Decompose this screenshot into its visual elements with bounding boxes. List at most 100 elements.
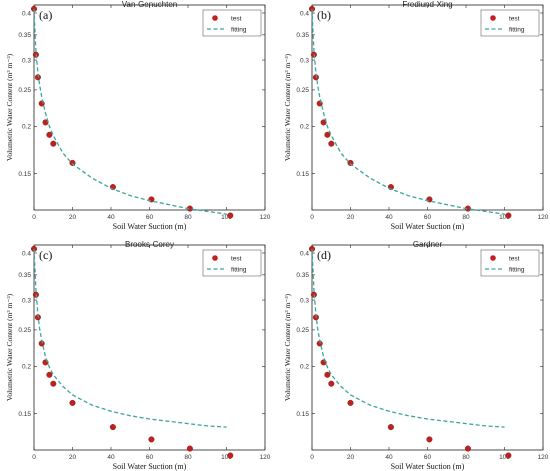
x-tick-label: 80	[462, 214, 470, 221]
data-point-test	[186, 445, 193, 452]
y-tick-label: 0.3	[22, 57, 31, 64]
chart-title: Brooks-Corey	[125, 240, 174, 249]
x-tick-label: 120	[538, 454, 549, 461]
data-point-test	[227, 452, 234, 459]
data-point-test	[320, 119, 327, 126]
y-axis-label: Volumetric Water Content (m³ m⁻³)	[5, 53, 14, 161]
legend-box	[202, 9, 262, 37]
y-tick-label: 0.2	[22, 364, 31, 371]
data-point-test	[46, 131, 53, 138]
x-tick-label: 40	[107, 214, 115, 221]
chart-title: Gardner	[413, 240, 443, 249]
data-point-test	[347, 399, 354, 406]
data-point-test	[426, 196, 433, 203]
x-tick-label: 20	[69, 214, 77, 221]
x-tick-label: 0	[32, 214, 36, 221]
y-tick-label: 0.3	[300, 297, 309, 304]
x-tick-label: 20	[347, 214, 355, 221]
x-tick-label: 100	[499, 454, 510, 461]
x-tick-label: 80	[184, 214, 192, 221]
x-tick-label: 60	[146, 214, 154, 221]
data-point-test	[324, 131, 331, 138]
y-axis-label: Volumetric Water Content (m³ m⁻³)	[283, 53, 292, 161]
x-tick-label: 20	[347, 454, 355, 461]
legend-marker-test	[490, 15, 496, 21]
data-point-test	[69, 399, 76, 406]
legend-label-fitting: fitting	[231, 266, 247, 273]
x-tick-label: 80	[184, 454, 192, 461]
series-line-fitting	[33, 248, 227, 428]
panel-letter: (b)	[317, 8, 331, 22]
data-point-test	[324, 371, 331, 378]
data-point-test	[50, 380, 57, 387]
y-axis-label: Volumetric Water Content (m³ m⁻³)	[283, 293, 292, 401]
data-point-test	[109, 424, 116, 431]
data-point-test	[148, 436, 155, 443]
y-tick-label: 0.15	[296, 171, 309, 178]
legend-label-test: test	[509, 255, 520, 262]
legend-marker-test	[490, 255, 496, 261]
legend-marker-test	[212, 15, 218, 21]
y-tick-label: 0.2	[300, 124, 309, 131]
y-tick-label: 0.35	[18, 272, 31, 279]
chart-title: Frediund-Xing	[402, 0, 452, 9]
panel-letter: (a)	[39, 8, 52, 22]
data-point-test	[505, 212, 512, 219]
legend-label-fitting: fitting	[509, 26, 525, 33]
legend: test fitting	[480, 9, 540, 37]
y-tick-label: 0.25	[296, 87, 309, 94]
chart-panel-3: Brooks-Corey (c) 0 20 40 60 80 100 120 0.15 0.2 0.2…	[5, 240, 271, 471]
x-tick-label: 60	[146, 454, 154, 461]
legend-label-fitting: fitting	[509, 266, 525, 273]
y-axis-label: Volumetric Water Content (m³ m⁻³)	[5, 293, 14, 401]
legend: test fitting	[480, 249, 540, 277]
chart-title: Van-Genuchten	[122, 0, 177, 9]
y-tick-label: 0.35	[18, 32, 31, 39]
legend-label-test: test	[231, 255, 242, 262]
x-tick-label: 100	[221, 454, 232, 461]
legend-marker-test	[212, 255, 218, 261]
x-axis-label: Soil Water Suction (m)	[391, 222, 465, 231]
panel-letter: (c)	[39, 248, 52, 262]
y-tick-label: 0.15	[18, 411, 31, 418]
x-tick-label: 120	[260, 454, 271, 461]
data-point-test	[426, 436, 433, 443]
data-point-test	[387, 424, 394, 431]
legend-box	[480, 249, 540, 277]
y-tick-label: 0.25	[18, 87, 31, 94]
x-axis-label: Soil Water Suction (m)	[113, 222, 187, 231]
chart-panel-4: Gardner (d) 0 20 40 60 80 100 120 0.15 0.2 0.25 0.3 0…	[283, 240, 549, 471]
series-line-fitting	[311, 248, 505, 428]
y-tick-label: 0.2	[22, 124, 31, 131]
y-tick-label: 0.35	[296, 272, 309, 279]
y-tick-label: 0.4	[22, 10, 31, 17]
x-tick-label: 120	[538, 214, 549, 221]
data-point-test	[328, 140, 335, 147]
data-point-test	[42, 119, 49, 126]
data-point-test	[328, 380, 335, 387]
data-point-test	[505, 452, 512, 459]
x-axis-label: Soil Water Suction (m)	[391, 462, 465, 471]
x-tick-label: 0	[310, 454, 314, 461]
x-tick-label: 60	[424, 214, 432, 221]
legend-label-test: test	[509, 15, 520, 22]
y-tick-label: 0.3	[22, 297, 31, 304]
legend: test fitting	[202, 9, 262, 37]
data-point-test	[464, 445, 471, 452]
x-tick-label: 20	[69, 454, 77, 461]
x-axis-label: Soil Water Suction (m)	[113, 462, 187, 471]
legend-box	[480, 9, 540, 37]
series-line-fitting	[311, 8, 505, 215]
x-tick-label: 120	[260, 214, 271, 221]
data-point-test	[148, 196, 155, 203]
legend-box	[202, 249, 262, 277]
legend-label-fitting: fitting	[231, 26, 247, 33]
x-tick-label: 80	[462, 454, 470, 461]
y-tick-label: 0.35	[296, 32, 309, 39]
x-tick-label: 60	[424, 454, 432, 461]
y-tick-label: 0.25	[296, 327, 309, 334]
x-tick-label: 100	[221, 214, 232, 221]
data-point-test	[316, 100, 323, 107]
y-tick-label: 0.15	[296, 411, 309, 418]
